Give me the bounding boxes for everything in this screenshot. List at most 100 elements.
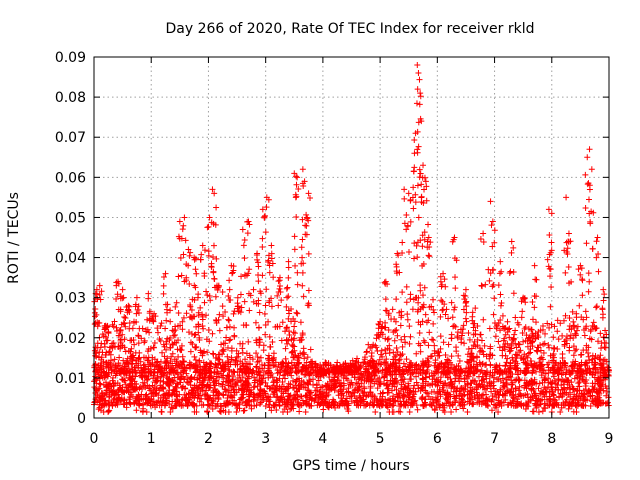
data-point bbox=[266, 362, 273, 369]
data-point bbox=[448, 408, 455, 415]
data-point bbox=[390, 380, 397, 387]
data-point bbox=[122, 381, 129, 388]
data-point bbox=[411, 137, 418, 144]
data-point bbox=[238, 385, 245, 392]
data-point bbox=[479, 348, 486, 355]
data-point bbox=[559, 350, 566, 357]
data-point bbox=[248, 389, 255, 396]
data-point bbox=[250, 398, 257, 405]
x-tick-label: 6 bbox=[433, 431, 442, 447]
data-point bbox=[480, 399, 487, 406]
data-point bbox=[212, 293, 219, 300]
data-point bbox=[456, 388, 463, 395]
data-point bbox=[428, 389, 435, 396]
data-point bbox=[198, 402, 205, 409]
data-point bbox=[398, 381, 405, 388]
data-point bbox=[231, 389, 238, 396]
data-point bbox=[201, 390, 208, 397]
data-point bbox=[393, 261, 400, 268]
data-point bbox=[307, 195, 314, 202]
data-point bbox=[276, 375, 283, 382]
data-point bbox=[203, 288, 210, 295]
data-point bbox=[173, 299, 180, 306]
data-point bbox=[152, 404, 159, 411]
data-point bbox=[442, 311, 449, 318]
data-point bbox=[425, 252, 432, 259]
data-point bbox=[429, 336, 436, 343]
data-point bbox=[285, 264, 292, 271]
data-point bbox=[414, 146, 421, 153]
data-point bbox=[434, 366, 441, 373]
data-point bbox=[452, 274, 459, 281]
data-point bbox=[343, 375, 350, 382]
data-point bbox=[188, 307, 195, 314]
data-point bbox=[174, 397, 181, 404]
data-point bbox=[531, 304, 538, 311]
data-point bbox=[505, 401, 512, 408]
data-point bbox=[477, 235, 484, 242]
data-point bbox=[305, 250, 312, 257]
data-point bbox=[277, 282, 284, 289]
data-point bbox=[540, 349, 547, 356]
data-point bbox=[356, 383, 363, 390]
data-point bbox=[476, 345, 483, 352]
data-point bbox=[530, 386, 537, 393]
data-point bbox=[207, 363, 214, 370]
data-point bbox=[193, 343, 200, 350]
data-point bbox=[268, 407, 275, 414]
data-point bbox=[471, 386, 478, 393]
data-point bbox=[265, 318, 272, 325]
data-point bbox=[147, 387, 154, 394]
data-point bbox=[294, 269, 301, 276]
data-point bbox=[143, 376, 150, 383]
data-point bbox=[498, 299, 505, 306]
data-point bbox=[503, 388, 510, 395]
data-point bbox=[552, 384, 559, 391]
data-point bbox=[111, 392, 118, 399]
data-point bbox=[363, 375, 370, 382]
data-point bbox=[275, 278, 282, 285]
data-point bbox=[159, 385, 166, 392]
data-point bbox=[185, 379, 192, 386]
data-point bbox=[288, 359, 295, 366]
data-point bbox=[129, 325, 136, 332]
data-point bbox=[590, 319, 597, 326]
data-point bbox=[339, 397, 346, 404]
data-point bbox=[516, 377, 523, 384]
data-point bbox=[95, 386, 102, 393]
data-point bbox=[396, 356, 403, 363]
data-point bbox=[491, 227, 498, 234]
data-point bbox=[437, 278, 444, 285]
data-point bbox=[226, 317, 233, 324]
data-point bbox=[495, 397, 502, 404]
data-point bbox=[127, 382, 134, 389]
data-point bbox=[204, 395, 211, 402]
data-point bbox=[282, 345, 289, 352]
data-point bbox=[294, 388, 301, 395]
data-point bbox=[391, 368, 398, 375]
data-point bbox=[546, 388, 553, 395]
data-point bbox=[363, 348, 370, 355]
data-point bbox=[574, 387, 581, 394]
data-point bbox=[596, 355, 603, 362]
data-point bbox=[301, 381, 308, 388]
data-point bbox=[197, 304, 204, 311]
data-point bbox=[157, 394, 164, 401]
data-point bbox=[572, 347, 579, 354]
y-tick-label: 0.03 bbox=[55, 291, 86, 307]
data-point bbox=[462, 299, 469, 306]
data-point bbox=[303, 398, 310, 405]
data-point bbox=[421, 339, 428, 346]
data-point bbox=[510, 398, 517, 405]
data-point bbox=[518, 314, 525, 321]
data-point bbox=[599, 306, 606, 313]
data-point bbox=[497, 291, 504, 298]
data-point bbox=[262, 402, 269, 409]
data-point bbox=[537, 390, 544, 397]
data-point bbox=[497, 302, 504, 309]
data-point bbox=[201, 272, 208, 279]
data-point bbox=[143, 391, 150, 398]
data-point bbox=[500, 399, 507, 406]
data-point bbox=[319, 383, 326, 390]
